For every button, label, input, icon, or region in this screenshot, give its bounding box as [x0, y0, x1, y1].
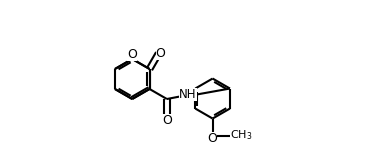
Text: CH$_3$: CH$_3$ [230, 129, 253, 143]
Text: O: O [207, 132, 217, 145]
Text: O: O [156, 47, 166, 60]
Text: O: O [162, 114, 172, 127]
Text: NH: NH [179, 88, 197, 101]
Text: O: O [127, 48, 137, 61]
